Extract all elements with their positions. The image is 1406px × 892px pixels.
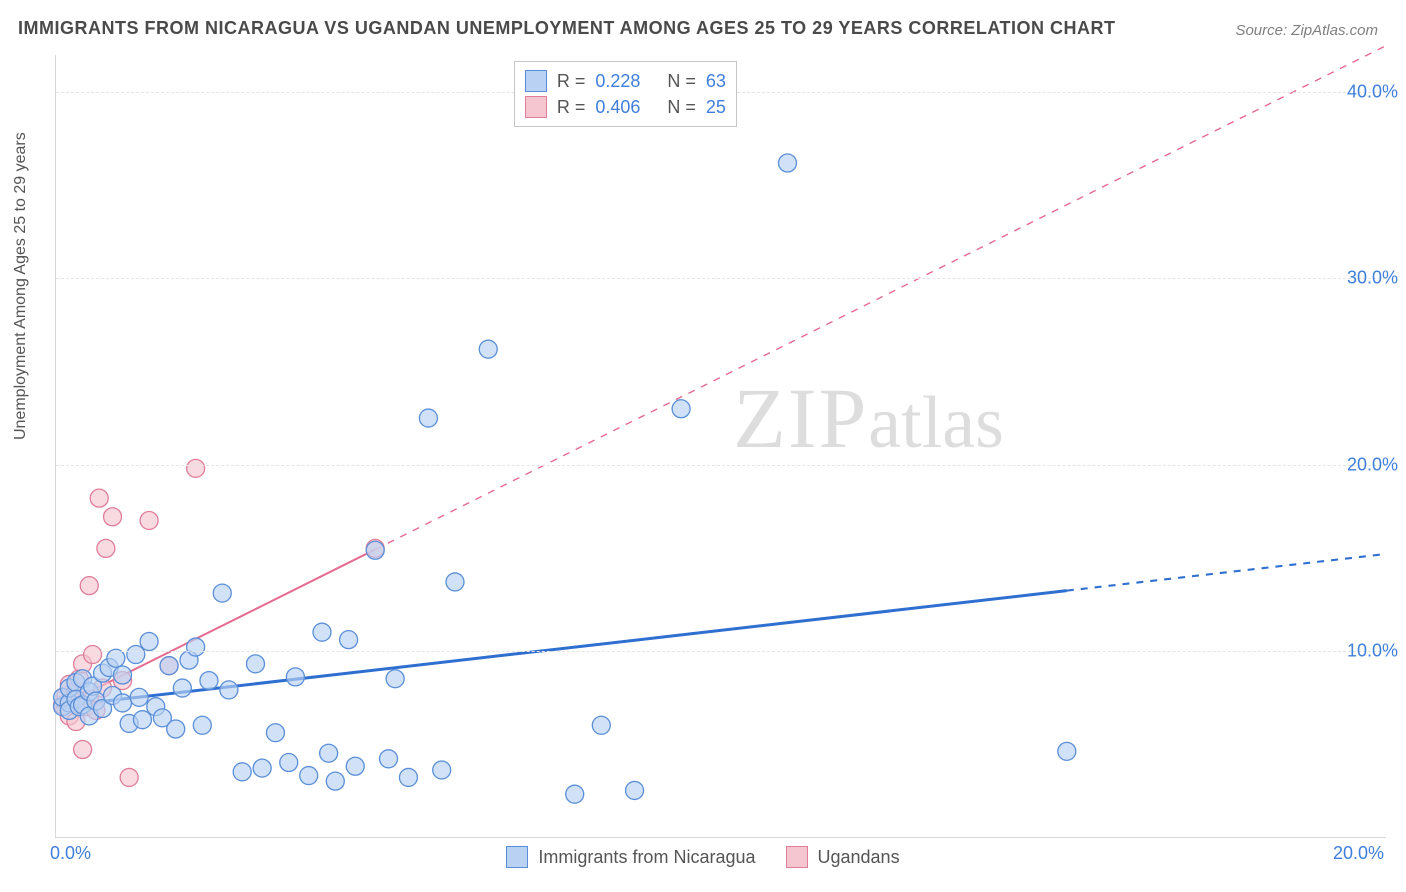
scatter-point [160,657,178,675]
scatter-point [779,154,797,172]
scatter-point [130,688,148,706]
scatter-point [84,646,102,664]
scatter-point [266,724,284,742]
scatter-point [220,681,238,699]
gridline-h [56,278,1386,279]
r-label: R = [557,97,586,118]
scatter-point [104,508,122,526]
scatter-point [167,720,185,738]
scatter-point [97,539,115,557]
source-label: Source: ZipAtlas.com [1235,22,1378,39]
legend-row: R = 0.406 N = 25 [525,94,726,120]
y-tick-label: 10.0% [1347,640,1398,661]
scatter-point [74,740,92,758]
scatter-point [127,646,145,664]
scatter-point [133,711,151,729]
scatter-point [346,757,364,775]
scatter-point [193,716,211,734]
y-axis-label: Unemployment Among Ages 25 to 29 years [12,132,30,440]
scatter-point [187,459,205,477]
scatter-point [300,767,318,785]
legend-item-ugandans: Ugandans [786,846,900,868]
scatter-point [366,541,384,559]
scatter-point [419,409,437,427]
scatter-point [286,668,304,686]
scatter-point [399,768,417,786]
plot-svg [56,55,1386,837]
r-label: R = [557,71,586,92]
scatter-point [114,666,132,684]
r-value: 0.228 [595,71,657,92]
n-label: N = [667,97,696,118]
bottom-legend: Immigrants from Nicaragua Ugandans [0,846,1406,868]
scatter-point [626,781,644,799]
scatter-point [90,489,108,507]
scatter-point [140,633,158,651]
swatch-blue-icon [506,846,528,868]
chart-title: IMMIGRANTS FROM NICARAGUA VS UGANDAN UNE… [18,18,1116,39]
scatter-point [340,631,358,649]
scatter-point [114,694,132,712]
legend-label-ugandans: Ugandans [818,847,900,868]
scatter-point [380,750,398,768]
scatter-point [566,785,584,803]
scatter-point [479,340,497,358]
scatter-point [592,716,610,734]
scatter-point [187,638,205,656]
scatter-point [200,672,218,690]
gridline-h [56,651,1386,652]
legend-item-nicaragua: Immigrants from Nicaragua [506,846,755,868]
scatter-point [247,655,265,673]
scatter-point [386,670,404,688]
n-value: 25 [706,97,726,118]
scatter-point [320,744,338,762]
x-tick-0: 0.0% [50,843,91,864]
swatch-blue-icon [525,70,547,92]
scatter-point [433,761,451,779]
scatter-point [313,623,331,641]
swatch-pink-icon [786,846,808,868]
scatter-point [213,584,231,602]
scatter-point [326,772,344,790]
scatter-point [80,577,98,595]
n-value: 63 [706,71,726,92]
swatch-pink-icon [525,96,547,118]
scatter-point [233,763,251,781]
plot-area [55,55,1386,838]
scatter-point [120,768,138,786]
r-n-legend: R = 0.228 N = 63 R = 0.406 N = 25 [514,61,737,127]
scatter-point [140,511,158,529]
y-tick-label: 40.0% [1347,82,1398,103]
scatter-point [107,649,125,667]
gridline-h [56,465,1386,466]
scatter-point [1058,742,1076,760]
scatter-point [173,679,191,697]
y-tick-label: 30.0% [1347,268,1398,289]
legend-label-nicaragua: Immigrants from Nicaragua [538,847,755,868]
legend-row: R = 0.228 N = 63 [525,68,726,94]
scatter-point [253,759,271,777]
r-value: 0.406 [595,97,657,118]
x-tick-1: 20.0% [1333,843,1384,864]
scatter-point [280,754,298,772]
scatter-point [672,400,690,418]
scatter-point [446,573,464,591]
n-label: N = [667,71,696,92]
y-tick-label: 20.0% [1347,454,1398,475]
trend-dashed [1067,554,1386,591]
